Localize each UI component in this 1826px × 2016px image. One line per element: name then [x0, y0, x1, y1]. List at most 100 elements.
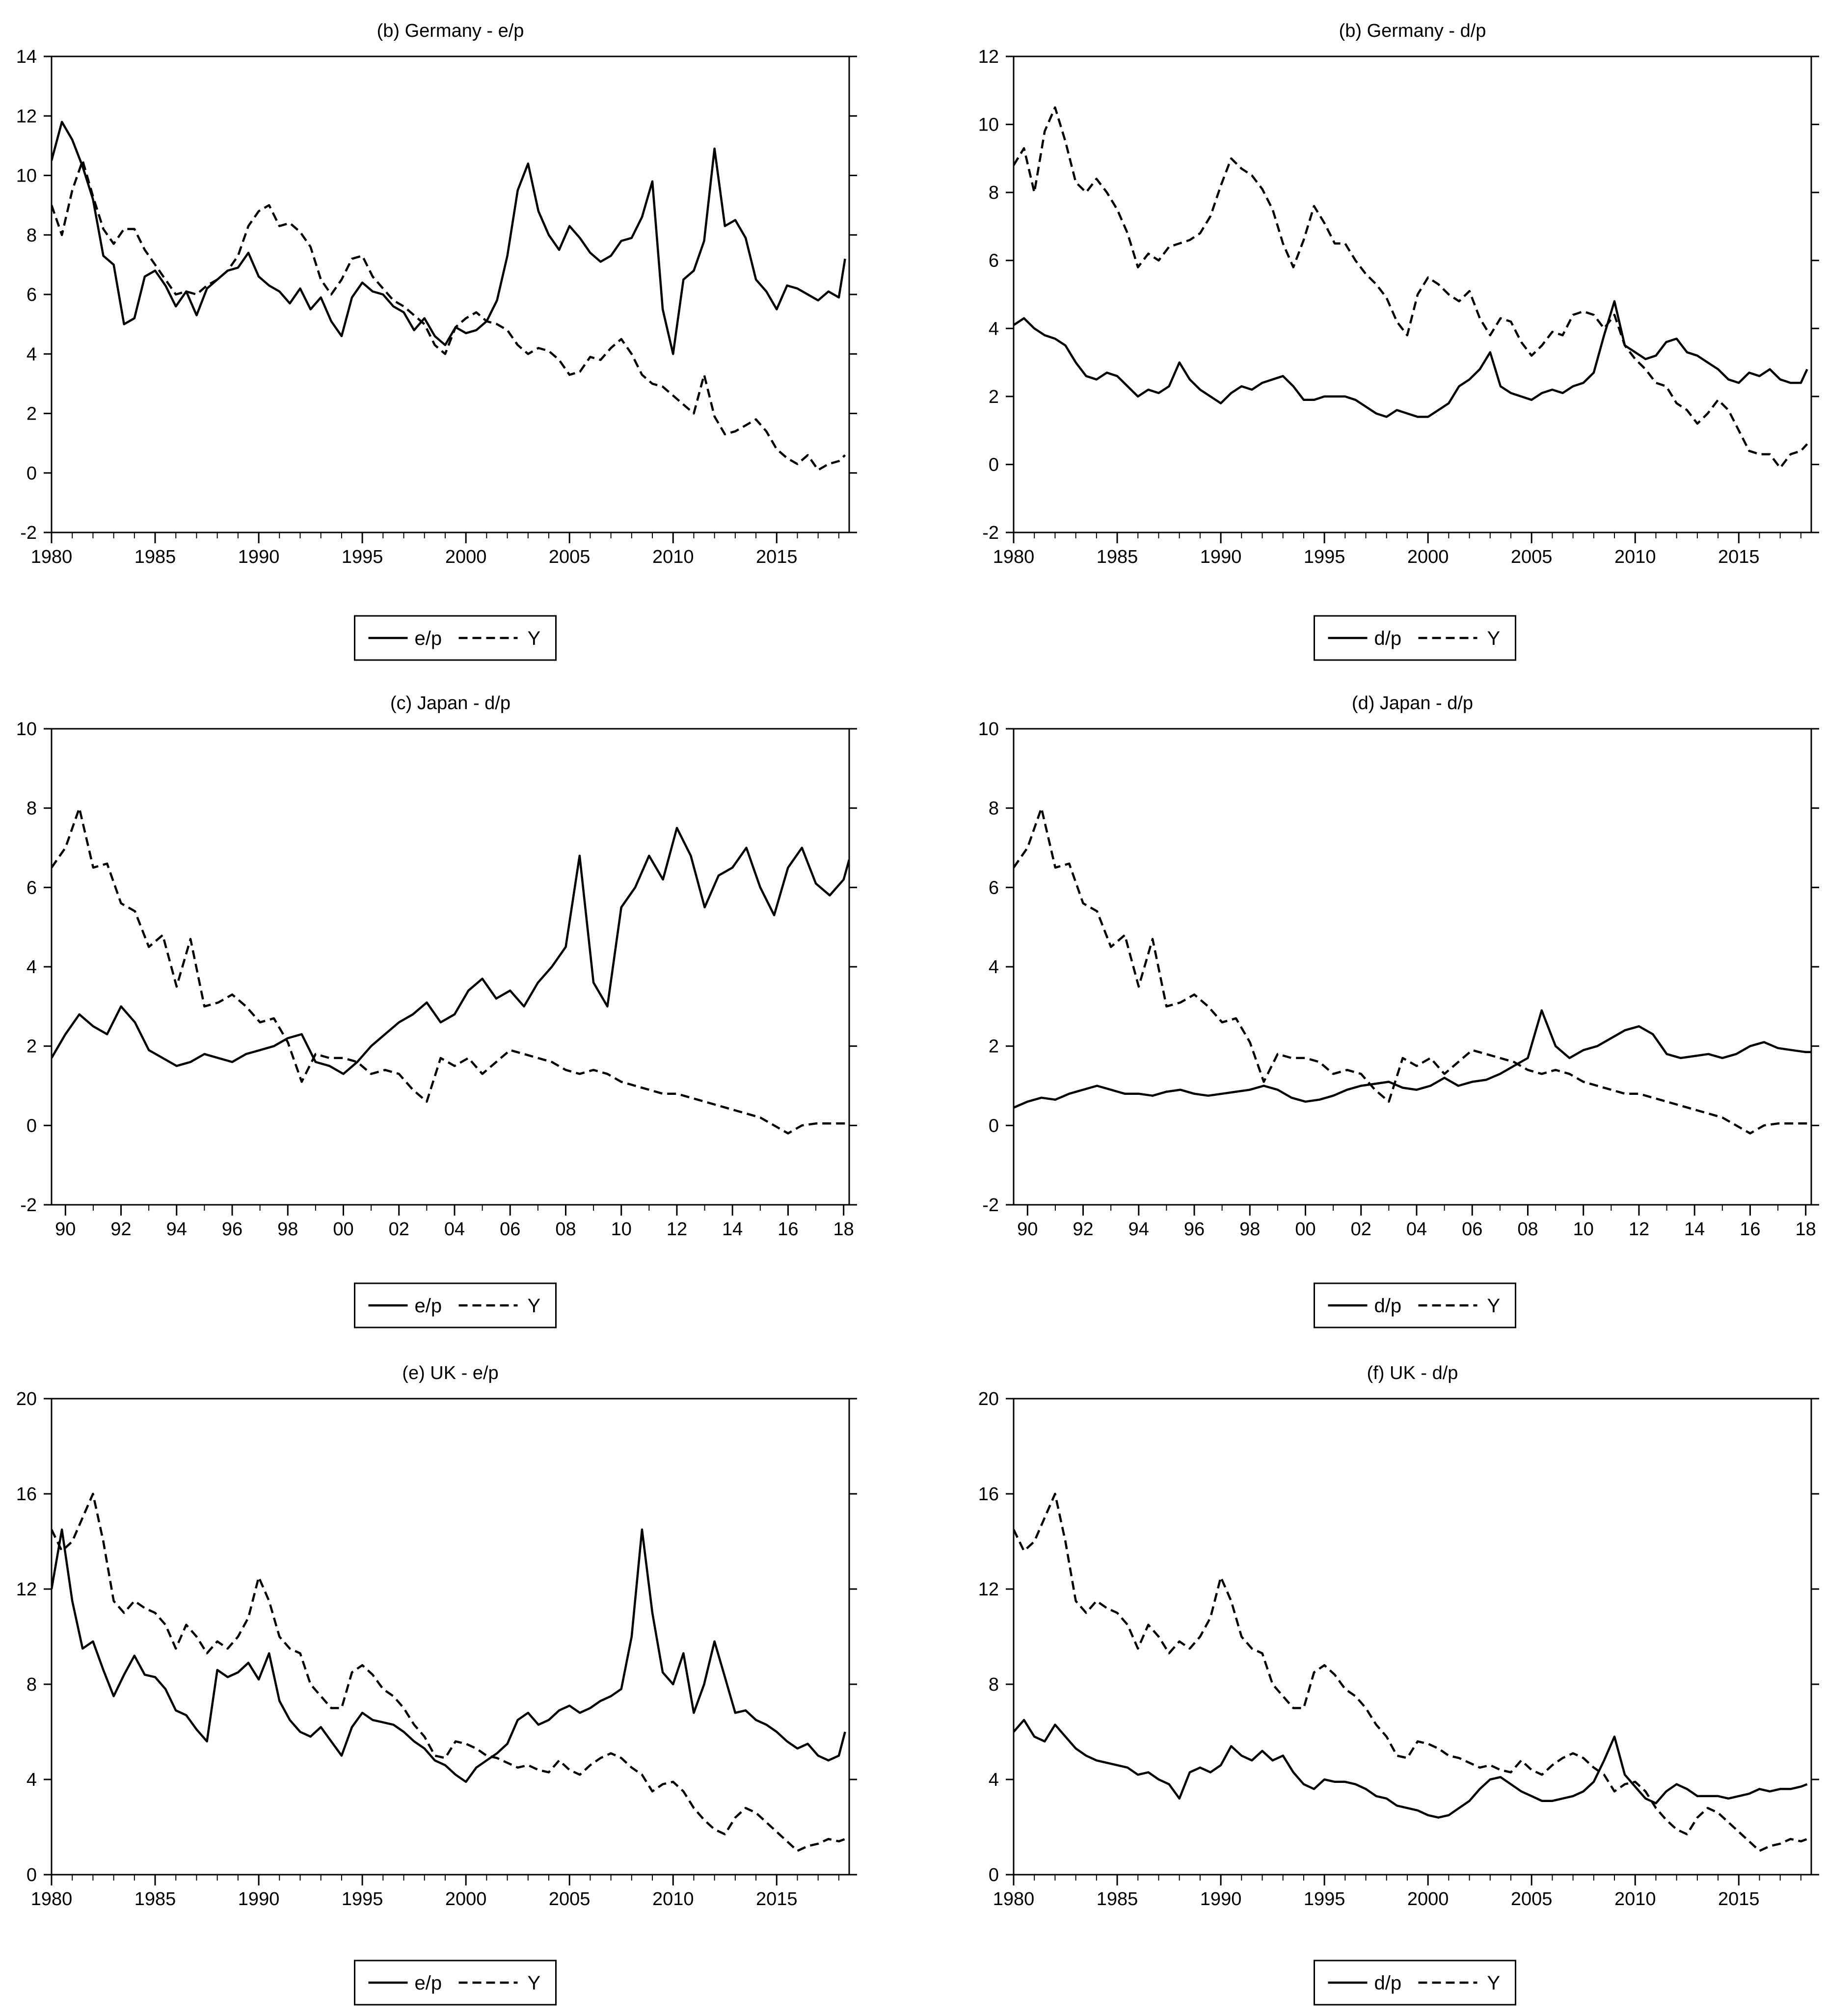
x-tick-label: 90 — [55, 1219, 76, 1240]
legend: d/p Y — [1314, 1282, 1516, 1328]
x-tick-label: 92 — [1073, 1219, 1093, 1240]
chart-title: (e) UK - e/p — [402, 1363, 498, 1383]
series-line-y — [1014, 1492, 1808, 1852]
x-tick-label: 94 — [1128, 1219, 1149, 1240]
y-tick-label: 2 — [27, 404, 37, 424]
legend-label: d/p — [1374, 628, 1402, 649]
x-tick-label: 10 — [611, 1219, 632, 1240]
x-tick-label: 18 — [1796, 1219, 1816, 1240]
x-tick-label: 1995 — [1304, 547, 1345, 567]
legend: e/p Y — [354, 1282, 557, 1328]
x-tick-label: 10 — [1573, 1219, 1594, 1240]
y-tick-label: 2 — [989, 387, 999, 407]
x-tick-label: 2005 — [549, 1889, 591, 1910]
legend-label: Y — [528, 628, 541, 649]
x-tick-label: 2005 — [1511, 547, 1553, 567]
x-tick-label: 2010 — [652, 1889, 694, 1910]
x-tick-label: 1985 — [1097, 1889, 1138, 1910]
x-tick-label: 18 — [833, 1219, 854, 1240]
x-tick-label: 14 — [1684, 1219, 1705, 1240]
y-tick-label: 6 — [989, 251, 999, 271]
plot-frame — [1013, 1398, 1812, 1876]
x-tick-label: 00 — [333, 1219, 353, 1240]
x-tick-label: 1995 — [342, 547, 383, 567]
series-line-y — [52, 807, 849, 1135]
x-tick-label: 94 — [166, 1219, 187, 1240]
x-tick-label: 1990 — [238, 1889, 280, 1910]
x-tick-label: 12 — [667, 1219, 687, 1240]
x-tick-label: 2000 — [445, 1889, 487, 1910]
legend-label: e/p — [415, 1972, 442, 1994]
series-line-y — [1014, 807, 1811, 1135]
y-tick-label: 2 — [27, 1036, 37, 1057]
legend: e/p Y — [354, 1960, 557, 2006]
x-tick-label: 96 — [1184, 1219, 1205, 1240]
y-tick-label: 12 — [16, 106, 37, 127]
chart-panel-1: (b) Germany - e/p -2 0 2 4 6 8 10 12 14 1980 1985 19… — [16, 21, 857, 661]
legend-label: d/p — [1374, 1295, 1402, 1317]
chart-title: (b) Germany - e/p — [377, 21, 524, 41]
x-tick-label: 2005 — [549, 547, 591, 567]
y-tick-label: 8 — [27, 798, 37, 819]
y-tick-label: 10 — [978, 719, 999, 740]
series-line-dp — [1014, 1719, 1808, 1819]
x-tick-label: 02 — [1351, 1219, 1371, 1240]
x-tick-label: 1980 — [993, 547, 1035, 567]
x-tick-label: 06 — [500, 1219, 520, 1240]
chart-panel-6: (f) UK - d/p 0 4 8 12 16 20 1980 1985 1990 1995 200… — [978, 1363, 1819, 2006]
x-tick-label: 1985 — [134, 547, 176, 567]
y-tick-label: 4 — [989, 1770, 999, 1790]
x-tick-label: 92 — [110, 1219, 131, 1240]
x-tick-label: 2010 — [1614, 547, 1656, 567]
x-tick-label: 2010 — [652, 547, 694, 567]
y-tick-label: -2 — [20, 1195, 37, 1216]
chart-panel-2: (b) Germany - d/p -2 0 2 4 6 8 10 12 1980 1985 1990… — [978, 21, 1819, 661]
y-tick-label: 8 — [989, 1674, 999, 1695]
x-tick-label: 14 — [722, 1219, 743, 1240]
legend-label: e/p — [415, 1295, 442, 1317]
legend-label: e/p — [415, 628, 442, 649]
x-tick-label: 1990 — [1200, 547, 1242, 567]
x-tick-label: 2000 — [1407, 1889, 1449, 1910]
x-tick-label: 90 — [1017, 1219, 1038, 1240]
series-line-ep — [52, 1528, 846, 1783]
y-tick-label: 4 — [989, 318, 999, 339]
plot-frame — [1013, 55, 1812, 533]
x-tick-label: 16 — [778, 1219, 798, 1240]
x-tick-label: 2000 — [1407, 547, 1449, 567]
series-line-y — [52, 1492, 846, 1852]
legend: d/p Y — [1314, 615, 1516, 661]
y-tick-label: 10 — [16, 719, 37, 740]
x-tick-label: 2005 — [1511, 1889, 1553, 1910]
y-tick-label: 4 — [989, 957, 999, 978]
legend-label: Y — [1487, 1295, 1501, 1317]
x-tick-label: 04 — [444, 1219, 465, 1240]
y-tick-label: 20 — [16, 1389, 37, 1409]
series-line-dp — [1014, 1009, 1811, 1109]
y-tick-label: 0 — [27, 1115, 37, 1136]
series-line-ep — [52, 826, 849, 1075]
legend-label: d/p — [1374, 1972, 1402, 1994]
y-tick-label: 6 — [27, 877, 37, 898]
y-tick-label: 12 — [978, 1579, 999, 1600]
y-tick-label: 4 — [27, 957, 37, 978]
x-tick-label: 16 — [1740, 1219, 1760, 1240]
y-tick-label: 16 — [978, 1484, 999, 1505]
y-tick-label: 8 — [989, 798, 999, 819]
chart-title: (c) Japan - d/p — [390, 693, 510, 714]
x-tick-label: 1990 — [1200, 1889, 1242, 1910]
y-tick-label: 0 — [989, 454, 999, 475]
x-tick-label: 1995 — [342, 1889, 383, 1910]
y-tick-label: 0 — [989, 1865, 999, 1885]
plot-frame — [51, 1398, 850, 1876]
y-tick-label: 4 — [27, 344, 37, 365]
x-tick-label: 1995 — [1304, 1889, 1345, 1910]
y-tick-label: 10 — [16, 166, 37, 186]
legend: e/p Y — [354, 615, 557, 661]
chart-panel-5: (e) UK - e/p 0 4 8 12 16 20 1980 1985 1990 1995 200… — [16, 1363, 857, 2006]
chart-title: (f) UK - d/p — [1367, 1363, 1458, 1383]
y-tick-label: 6 — [27, 285, 37, 305]
